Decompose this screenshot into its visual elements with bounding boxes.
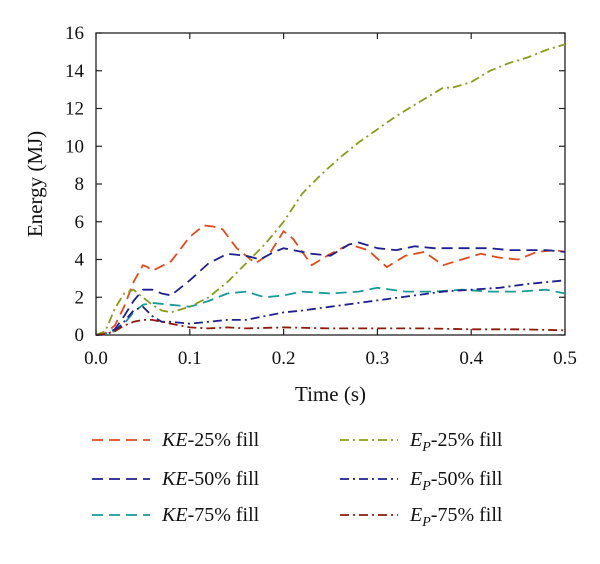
y-tick-label: 16 [65,23,84,44]
legend-label-main: E [409,504,422,526]
legend-item-2: KE-50% fill [92,468,260,490]
axis-labels: Time (s) Energy (MJ) [23,131,366,406]
legend-item-1: KE-25% fill [92,429,260,451]
legend-label-main: KE [161,504,188,526]
legend-label-main: E [409,468,422,490]
x-tick-label: 0.1 [178,348,202,369]
legend-label: KE-75% fill [161,504,260,526]
x-tick-label: 0.3 [366,348,390,369]
y-tick-label: 12 [65,99,84,120]
legend-label: EP-75% fill [409,504,503,530]
legend-item-3: KE-75% fill [92,504,260,526]
legend-label-rest: -50% fill [188,468,260,490]
legend-label-main: E [409,429,422,451]
legend-label: KE-25% fill [161,429,260,451]
legend-label-rest: -75% fill [431,504,503,526]
plot-border [95,32,566,336]
x-tick-label: 0.5 [553,348,577,369]
plot-frame [95,32,566,336]
legend-label-rest: -25% fill [188,429,260,451]
x-tick-label: 0.2 [272,348,296,369]
y-tick-label: 8 [75,174,85,195]
series-line-2 [95,241,566,336]
legend-item-6: EP-75% fill [340,504,503,530]
legend-label-subscript: P [421,479,431,494]
x-tick-label: 0.0 [84,348,108,369]
y-tick-label: 4 [75,250,85,271]
legend-item-4: EP-25% fill [340,429,503,455]
axis-ticks: 0.0 0.1 0.2 0.3 0.4 0.5 0 2 4 6 8 10 12 14 16 [65,23,577,369]
y-tick-label: 2 [75,287,85,308]
legend-label-rest: -50% fill [431,468,503,490]
legend-label-subscript: P [421,440,431,455]
y-tick-label: 10 [65,136,84,157]
legend-label-subscript: P [421,515,431,530]
y-tick-label: 14 [65,61,85,82]
legend-label-main: KE [161,429,188,451]
x-tick-label: 0.4 [459,348,483,369]
legend-item-5: EP-50% fill [340,468,503,494]
x-axis-label: Time (s) [295,382,366,406]
series-lines [95,43,566,336]
y-tick-label: 6 [75,212,85,233]
legend-label-rest: -25% fill [431,429,503,451]
legend-label: EP-50% fill [409,468,503,494]
series-line-5 [95,279,566,336]
series-line-6 [95,318,566,336]
legend-label: KE-50% fill [161,468,260,490]
series-line-1 [95,224,566,336]
legend-label-rest: -75% fill [188,504,260,526]
legend-label-main: KE [161,468,188,490]
y-axis-label: Energy (MJ) [23,131,47,237]
legend-label: EP-25% fill [409,429,503,455]
y-tick-label: 0 [75,325,85,346]
series-line-4 [95,43,566,336]
